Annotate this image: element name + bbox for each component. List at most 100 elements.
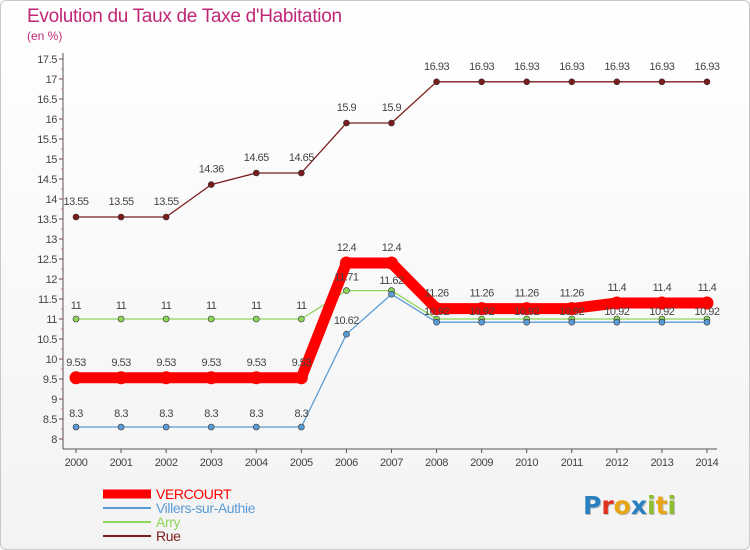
data-point xyxy=(72,213,80,221)
y-tick-label: 8 xyxy=(51,434,57,446)
data-label: 10.92 xyxy=(694,306,719,318)
x-tick-label: 2006 xyxy=(335,457,358,469)
y-tick-label: 17.5 xyxy=(37,54,57,66)
data-label: 10.92 xyxy=(604,306,629,318)
data-point xyxy=(523,78,531,86)
data-point xyxy=(343,287,350,294)
data-point xyxy=(159,371,173,385)
data-label: 10.92 xyxy=(514,306,539,318)
data-point xyxy=(384,256,398,270)
y-tick-label: 11 xyxy=(46,314,57,326)
y-tick-label: 17 xyxy=(46,74,58,86)
data-point xyxy=(388,290,395,298)
data-point xyxy=(162,423,170,431)
data-point xyxy=(703,318,711,326)
data-point xyxy=(162,315,170,323)
data-label: 9.53 xyxy=(111,357,131,369)
logo-letter: x xyxy=(630,491,647,520)
y-tick-label: 15 xyxy=(46,154,58,166)
data-point xyxy=(433,78,440,86)
y-tick-label: 16.5 xyxy=(37,94,57,106)
chart-unit-label: (en %) xyxy=(27,29,63,43)
data-point xyxy=(298,315,305,323)
data-label: 11.71 xyxy=(334,272,359,284)
data-point xyxy=(658,78,666,86)
series-rue xyxy=(72,78,711,221)
data-point xyxy=(703,78,711,86)
data-label: 14.65 xyxy=(289,152,314,164)
data-label: 16.93 xyxy=(559,61,584,73)
data-point xyxy=(568,318,576,326)
data-point xyxy=(568,78,576,86)
data-label: 10.92 xyxy=(559,306,584,318)
x-tick-label: 2003 xyxy=(200,457,223,469)
data-point xyxy=(252,423,260,431)
data-label: 8.3 xyxy=(204,408,218,420)
x-tick-label: 2013 xyxy=(650,457,673,469)
data-point xyxy=(655,296,669,310)
data-point xyxy=(433,318,440,326)
data-point xyxy=(117,213,125,221)
data-point xyxy=(69,371,83,385)
x-tick-label: 2005 xyxy=(290,457,313,469)
data-point xyxy=(72,315,80,323)
data-label: 8.3 xyxy=(69,408,83,420)
data-label: 11 xyxy=(116,300,127,312)
data-label: 11.26 xyxy=(424,288,449,300)
data-label: 10.92 xyxy=(424,306,449,318)
data-label: 9.53 xyxy=(156,357,176,369)
x-tick-label: 2000 xyxy=(65,457,88,469)
data-point xyxy=(478,318,485,326)
data-label: 14.36 xyxy=(199,164,224,176)
x-tick-label: 2009 xyxy=(470,457,493,469)
data-labels-vercourt: 9.53 9.53 9.53 9.53 9.53 9.53 12.4 12.4 11.26 11.… xyxy=(66,242,717,369)
logo-letter: o xyxy=(613,491,631,520)
data-label: 11.26 xyxy=(515,288,540,300)
data-point xyxy=(252,169,260,177)
data-label: 11 xyxy=(296,300,307,312)
data-label: 11 xyxy=(161,300,172,312)
data-point xyxy=(339,256,353,270)
data-point xyxy=(430,302,444,316)
data-label: 11.26 xyxy=(470,288,495,300)
data-label: 10.92 xyxy=(469,306,494,318)
data-label: 14.65 xyxy=(244,152,269,164)
data-label: 11.4 xyxy=(698,282,717,294)
y-tick-label: 13.5 xyxy=(37,214,57,226)
data-label: 15.9 xyxy=(337,102,357,114)
data-point xyxy=(298,169,305,177)
x-tick-label: 2004 xyxy=(245,457,268,469)
legend-label: Villers-sur-Authie xyxy=(156,500,256,516)
data-point xyxy=(207,315,215,323)
data-point xyxy=(114,371,128,385)
data-label: 11.62 xyxy=(379,275,404,287)
y-tick-label: 14 xyxy=(46,194,58,206)
data-point xyxy=(298,423,305,431)
data-point xyxy=(249,371,263,385)
y-tick-label: 14.5 xyxy=(37,174,57,186)
logo-letter: t xyxy=(655,491,668,520)
data-label: 9.53 xyxy=(247,357,267,369)
data-label: 11 xyxy=(251,300,262,312)
y-tick-label: 12.5 xyxy=(37,254,57,266)
legend-label: Arry xyxy=(156,514,180,530)
data-point xyxy=(478,78,485,86)
data-label: 11.26 xyxy=(560,288,585,300)
data-label: 16.93 xyxy=(514,61,539,73)
data-label: 8.3 xyxy=(249,408,263,420)
data-point xyxy=(294,371,308,385)
data-label: 12.4 xyxy=(382,242,402,254)
data-point xyxy=(207,181,215,188)
data-labels-rue: 13.55 13.55 13.55 14.36 14.65 14.65 15.9 15.9 16… xyxy=(63,61,720,208)
data-point xyxy=(700,296,714,310)
data-label: 11 xyxy=(206,300,217,312)
data-label: 13.55 xyxy=(109,196,134,208)
y-tick-label: 15.5 xyxy=(37,134,57,146)
x-tick-label: 2002 xyxy=(155,457,178,469)
y-tick-label: 13 xyxy=(46,234,58,246)
data-point xyxy=(520,302,534,316)
y-tick-label: 8.5 xyxy=(43,414,57,426)
data-label: 16.93 xyxy=(694,61,719,73)
